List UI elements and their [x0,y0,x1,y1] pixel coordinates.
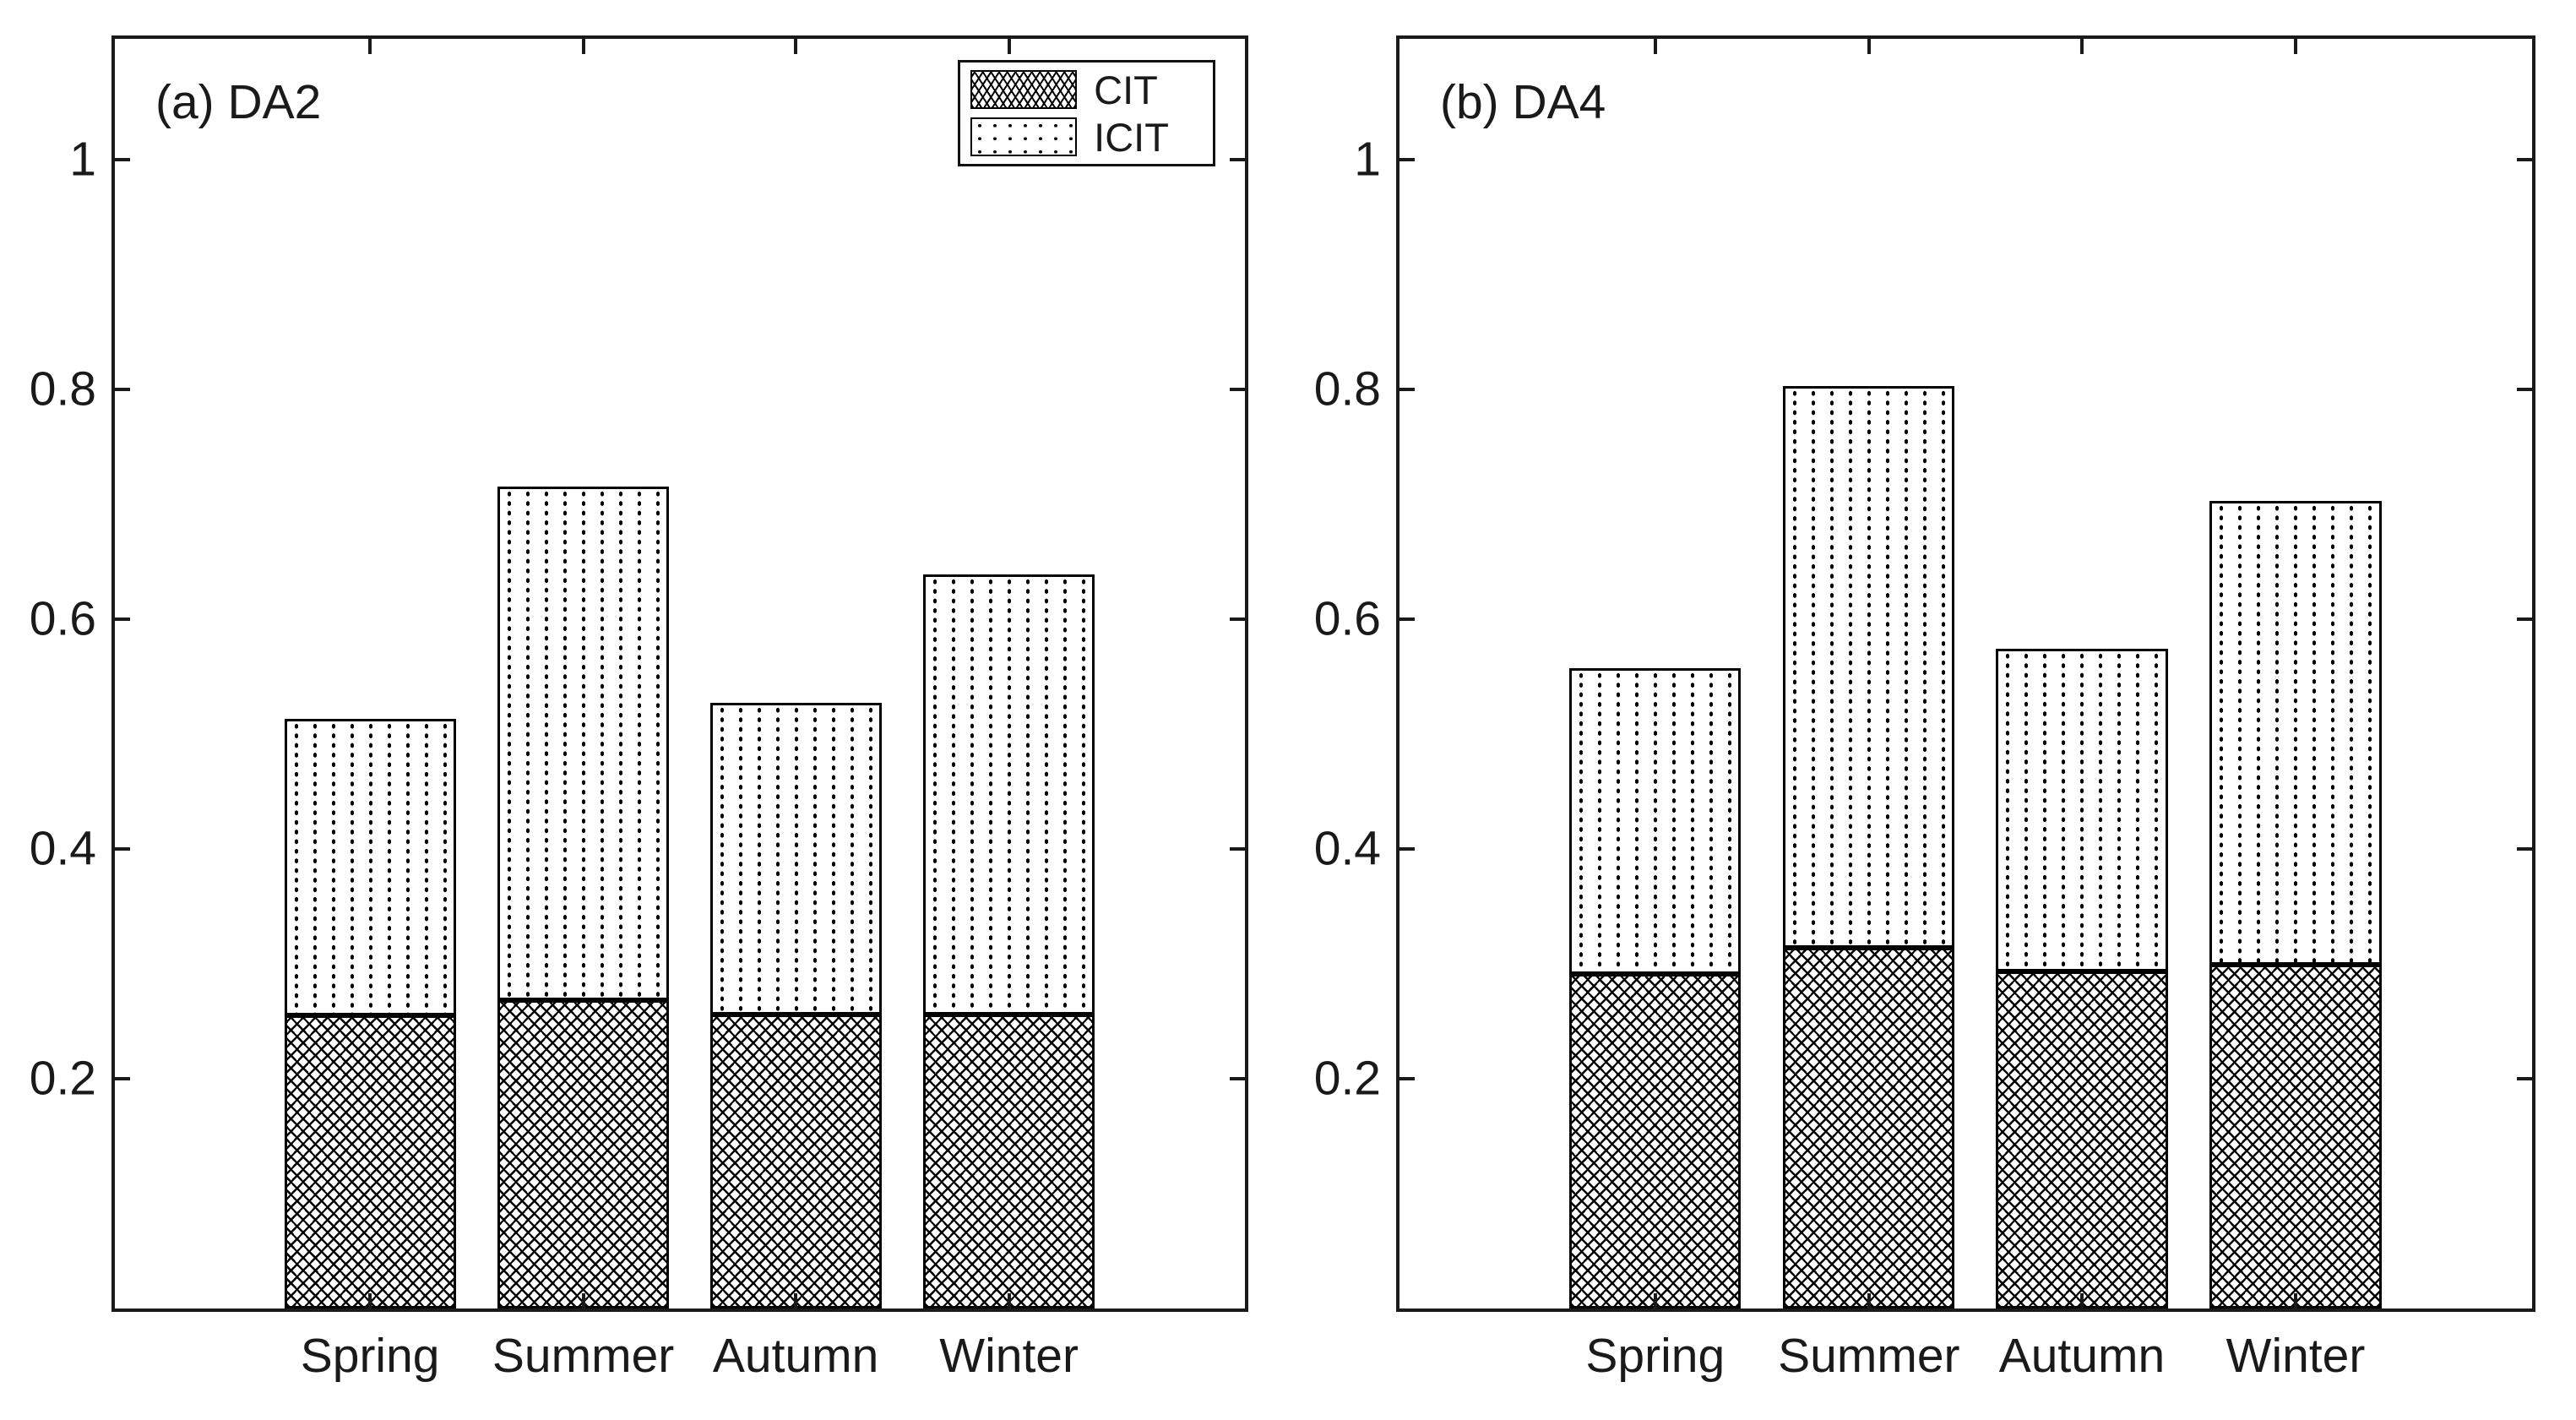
y-axis-tick [1399,157,1415,161]
crosshatch-swatch-icon [970,70,1078,109]
y-axis-tick [2517,387,2532,391]
bar-segment-icit [1996,649,2168,972]
y-tick-label: 0.8 [1313,362,1381,416]
bar-segment-icit [1783,385,1955,948]
y-axis-tick [2517,1076,2532,1080]
x-axis-tick [2293,1293,2297,1308]
panel-da4: (b) DA4 0.2 0.4 0.6 0.8 1 Spring Summer Autumn W… [1314,35,2535,1380]
x-axis-tick [1653,39,1657,54]
x-category-label: Autumn [712,1329,879,1383]
x-axis-tick [1867,39,1871,54]
y-axis-tick [1399,617,1415,621]
y-axis-tick [1399,1076,1415,1080]
x-axis-tick [794,1293,798,1308]
bar-segment-cit [923,1014,1095,1308]
bar-segment-icit [284,719,456,1016]
panel-da2: (a) DA2 CIT ICIT 0.2 0.4 0.6 0.8 1 Spring Summ… [30,35,1248,1380]
y-axis-tick [115,387,130,391]
legend: CIT ICIT [958,60,1216,166]
x-axis-tick [581,39,585,54]
y-axis-tick [2517,846,2532,851]
legend-label-icit: ICIT [1094,114,1169,160]
x-category-label: Summer [492,1329,675,1383]
y-axis-tick [1230,1076,1245,1080]
y-axis-tick [2517,157,2532,161]
x-axis-tick [1867,1293,1871,1308]
x-category-label: Winter [939,1329,1079,1383]
y-axis-tick [1399,846,1415,851]
x-category-label: Summer [1778,1329,1960,1383]
y-axis-tick [1399,387,1415,391]
y-tick-label: 0.4 [29,821,96,876]
x-category-label: Spring [1585,1329,1725,1383]
y-axis-tick [115,617,130,621]
panel-title-da4: (b) DA4 [1440,75,1606,129]
legend-item-icit: ICIT [970,114,1203,160]
x-axis-tick [2079,39,2084,54]
y-tick-label: 1 [69,132,96,187]
bar-segment-cit [284,1015,456,1308]
bar-segment-cit [1783,947,1955,1308]
bar-segment-icit [497,487,669,1001]
x-category-label: Winter [2225,1329,2366,1383]
x-axis-tick [368,1293,372,1308]
x-axis-tick [581,1293,585,1308]
y-tick-label: 0.2 [1313,1051,1381,1106]
x-axis-tick [794,39,798,54]
y-axis-tick [115,1076,130,1080]
y-tick-label: 1 [1354,132,1381,187]
bar-segment-icit [709,703,882,1015]
x-axis-tick [2293,39,2297,54]
y-tick-label: 0.6 [1313,591,1381,646]
bar-segment-cit [2209,965,2382,1308]
bar-segment-icit [923,574,1095,1015]
x-axis-tick [368,39,372,54]
bar-segment-cit [709,1014,882,1308]
bar-segment-icit [1569,668,1742,975]
bar-segment-icit [2209,500,2382,966]
y-axis-tick [2517,617,2532,621]
y-axis-tick [115,846,130,851]
y-axis-tick [1230,617,1245,621]
dots-swatch-icon [970,117,1078,156]
x-axis-tick [1007,1293,1011,1308]
panel-title-da2: (a) DA2 [155,75,322,129]
x-axis-tick [1653,1293,1657,1308]
y-axis-tick [1230,387,1245,391]
bar-segment-cit [497,1000,669,1308]
y-axis-tick [115,157,130,161]
x-axis-tick [1007,39,1011,54]
legend-label-cit: CIT [1094,67,1158,112]
y-tick-label: 0.8 [29,362,96,416]
legend-item-cit: CIT [970,67,1203,112]
bar-segment-cit [1569,974,1742,1308]
y-tick-label: 0.2 [29,1051,96,1106]
y-tick-label: 0.6 [29,591,96,646]
x-category-label: Spring [300,1329,440,1383]
x-axis-tick [2079,1293,2084,1308]
x-category-label: Autumn [1998,1329,2166,1383]
y-axis-tick [1230,846,1245,851]
y-tick-label: 0.4 [1313,821,1381,876]
bar-segment-cit [1996,971,2168,1308]
y-axis-tick [1230,157,1245,161]
